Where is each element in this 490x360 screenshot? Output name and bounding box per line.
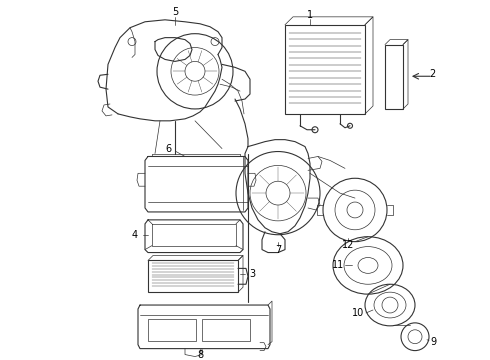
- Text: 10: 10: [352, 308, 364, 318]
- Bar: [385, 45, 403, 109]
- Text: 4: 4: [132, 230, 138, 240]
- Bar: [148, 261, 238, 292]
- Text: 1: 1: [307, 10, 313, 20]
- Text: 2: 2: [429, 69, 435, 79]
- Text: 6: 6: [165, 144, 171, 154]
- Bar: [148, 319, 196, 341]
- Text: 11: 11: [332, 260, 344, 270]
- Text: 7: 7: [275, 244, 281, 255]
- Text: 8: 8: [197, 350, 203, 360]
- Text: 5: 5: [172, 7, 178, 17]
- Text: 3: 3: [249, 269, 255, 279]
- Bar: [202, 319, 250, 341]
- Text: 12: 12: [342, 240, 354, 249]
- Bar: [285, 25, 365, 114]
- Text: 9: 9: [430, 337, 436, 347]
